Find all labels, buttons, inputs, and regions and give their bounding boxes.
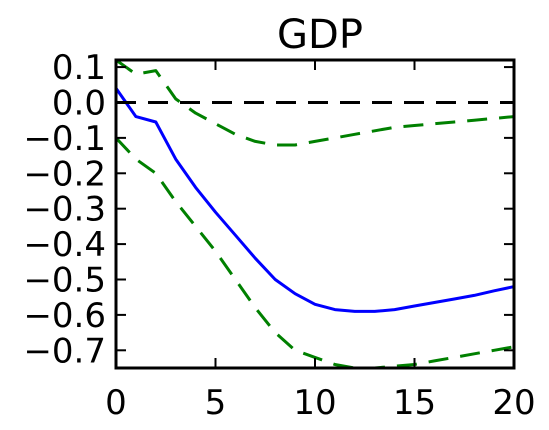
y-tick-label: −0.5 xyxy=(23,260,106,300)
plot-area xyxy=(116,60,514,368)
x-tick-label: 0 xyxy=(105,383,127,423)
plot-frame xyxy=(114,58,516,370)
x-tick-label: 15 xyxy=(393,383,436,423)
y-tick-label: −0.4 xyxy=(23,225,106,265)
y-tick-label: 0.0 xyxy=(52,83,106,123)
chart-title: GDP xyxy=(277,12,363,58)
series-line-lower-band xyxy=(116,136,514,368)
x-tick-label: 5 xyxy=(205,383,227,423)
y-tick-label: −0.3 xyxy=(23,190,106,230)
y-tick-label: −0.2 xyxy=(23,154,106,194)
axes: 0.10.0−0.1−0.2−0.3−0.4−0.5−0.6−0.7 0 5 10 15… xyxy=(23,48,535,423)
x-tick-label: 20 xyxy=(492,383,535,423)
y-tick-label: −0.6 xyxy=(23,296,106,336)
series-line-response xyxy=(116,87,514,313)
y-tick-label: −0.7 xyxy=(23,331,106,371)
y-tick-label: 0.1 xyxy=(52,48,106,88)
series-line-upper-band xyxy=(116,60,514,147)
y-tick-label: −0.1 xyxy=(23,119,106,159)
x-tick-label: 10 xyxy=(293,383,336,423)
